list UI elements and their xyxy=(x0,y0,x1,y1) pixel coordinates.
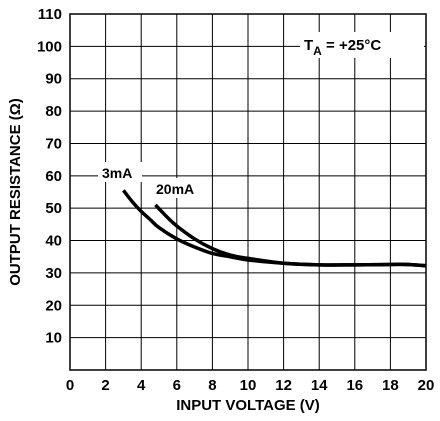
x-tick-label: 10 xyxy=(240,377,257,394)
x-tick-labels: 0 2 4 6 8 10 12 14 16 18 20 xyxy=(66,377,435,394)
x-tick-label: 6 xyxy=(173,377,181,394)
x-tick-label: 18 xyxy=(382,377,399,394)
y-tick-label: 50 xyxy=(45,200,62,217)
x-tick-label: 8 xyxy=(208,377,216,394)
x-tick-label: 0 xyxy=(66,377,74,394)
y-tick-label: 30 xyxy=(45,265,62,282)
x-tick-label: 20 xyxy=(418,377,435,394)
y-tick-labels: 10 20 30 40 50 60 70 80 90 100 110 xyxy=(37,6,62,347)
y-axis-label: OUTPUT RESISTANCE (Ω) xyxy=(7,98,24,286)
x-tick-label: 12 xyxy=(275,377,292,394)
annotation-subscript: A xyxy=(313,44,322,58)
x-tick-label: 14 xyxy=(311,377,328,394)
y-tick-label: 100 xyxy=(37,38,62,55)
y-tick-label: 60 xyxy=(45,168,62,185)
y-tick-label: 70 xyxy=(45,135,62,152)
series-label-3ma: 3mA xyxy=(102,165,132,181)
grid xyxy=(70,14,426,370)
y-tick-label: 80 xyxy=(45,103,62,120)
label-3ma-background xyxy=(98,162,142,182)
x-tick-label: 2 xyxy=(101,377,109,394)
x-axis-label: INPUT VOLTAGE (V) xyxy=(176,397,320,414)
y-tick-label: 20 xyxy=(45,297,62,314)
series-line-20ma xyxy=(154,203,427,268)
label-20ma-background xyxy=(152,178,206,198)
y-tick-label: 40 xyxy=(45,233,62,250)
x-tick-label: 4 xyxy=(137,377,146,394)
x-tick-label: 16 xyxy=(346,377,363,394)
annotation-prefix: T xyxy=(304,37,313,54)
temperature-annotation: TA = +25°C xyxy=(304,37,381,58)
series-label-20ma: 20mA xyxy=(156,181,194,197)
series-line-3ma xyxy=(122,189,427,268)
plot-frame xyxy=(69,13,427,371)
y-tick-label: 10 xyxy=(45,330,62,347)
annotation-suffix: = +25°C xyxy=(322,37,382,54)
annotation-background xyxy=(300,32,424,58)
y-tick-label: 90 xyxy=(45,71,62,88)
y-tick-label: 110 xyxy=(38,6,62,23)
curves xyxy=(122,189,427,268)
